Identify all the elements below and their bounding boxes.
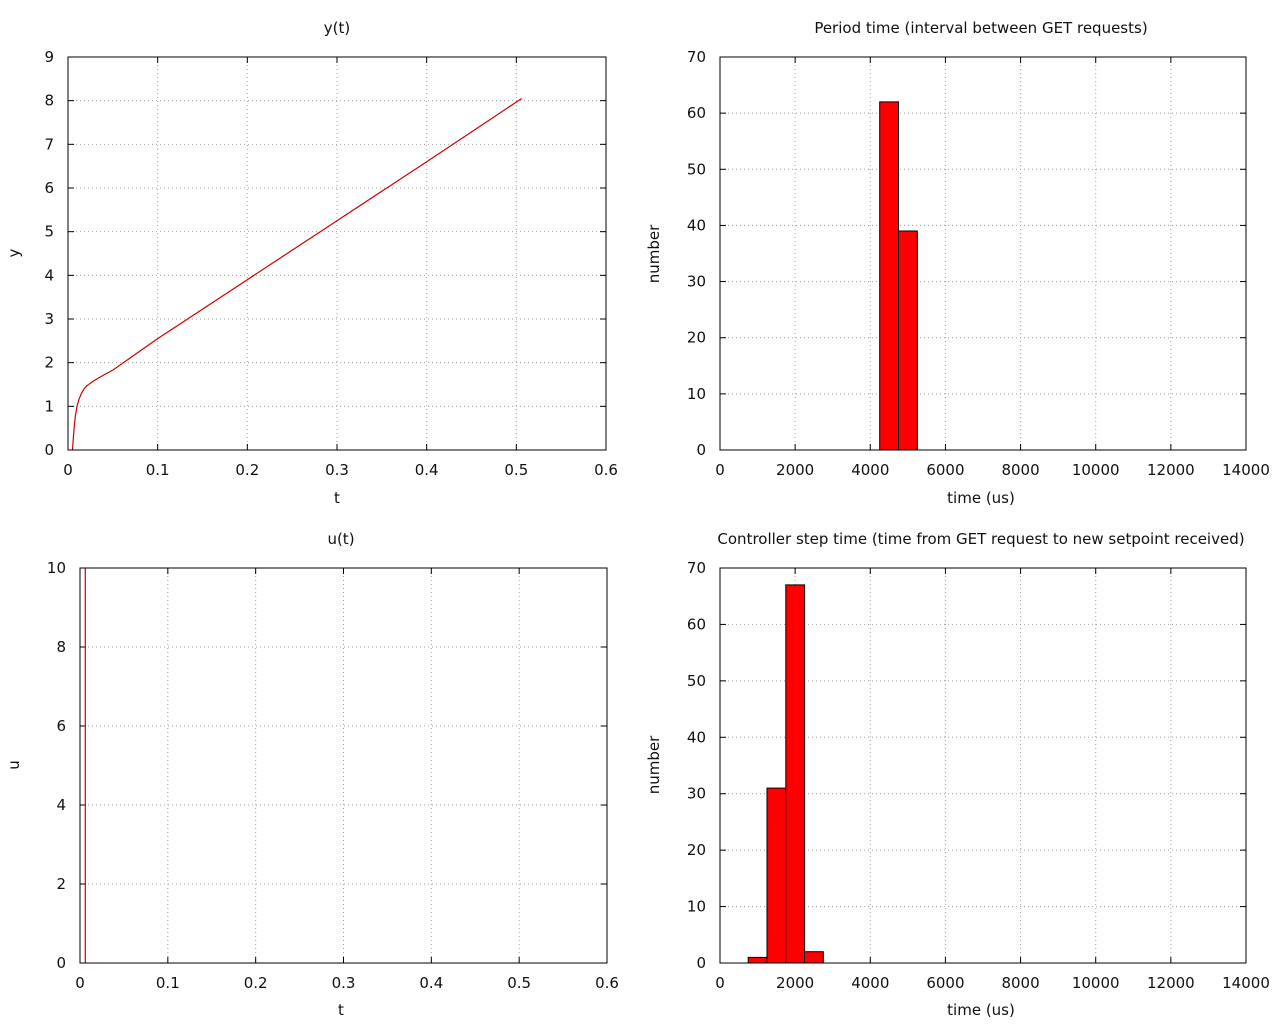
y-tick-label: 40 [687, 728, 706, 746]
y-tick-label: 0 [56, 954, 66, 972]
x-tick-label: 10000 [1072, 461, 1120, 479]
x-tick-label: 0.4 [419, 974, 443, 992]
x-axis-label: time (us) [947, 489, 1015, 507]
histogram-bar [785, 584, 806, 964]
y-tick-label: 3 [44, 310, 54, 328]
y-tick-label: 6 [56, 717, 66, 735]
y-tick-label: 10 [47, 559, 66, 577]
y-axis-label: number [645, 735, 663, 794]
x-tick-label: 0.6 [595, 974, 619, 992]
y-tick-label: 0 [44, 441, 54, 459]
x-tick-label: 4000 [851, 461, 889, 479]
y-tick-label: 40 [687, 216, 706, 234]
x-tick-label: 0.6 [594, 461, 618, 479]
x-tick-label: 0.1 [156, 974, 180, 992]
x-tick-label: 0 [75, 974, 85, 992]
chart-title: Period time (interval between GET reques… [814, 19, 1147, 37]
chart-title: Controller step time (time from GET requ… [717, 530, 1244, 548]
chart-period-histogram: Period time (interval between GET reques… [645, 19, 1270, 507]
plot-frame [719, 56, 1247, 451]
y-axis-label: u [5, 760, 23, 770]
x-tick-label: 0.3 [332, 974, 356, 992]
y-axis-label: number [645, 224, 663, 283]
y-tick-label: 7 [44, 135, 54, 153]
y-tick-label: 4 [56, 796, 66, 814]
x-tick-label: 14000 [1222, 461, 1270, 479]
x-tick-label: 8000 [1001, 974, 1039, 992]
y-tick-label: 60 [687, 615, 706, 633]
x-tick-label: 2000 [776, 974, 814, 992]
y-tick-label: 20 [687, 841, 706, 859]
y-tick-label: 2 [44, 354, 54, 372]
x-tick-label: 0.4 [415, 461, 439, 479]
x-tick-label: 10000 [1072, 974, 1120, 992]
x-tick-label: 0 [63, 461, 73, 479]
grid-lines [720, 57, 1246, 450]
histogram-bar [747, 956, 768, 964]
y-tick-label: 10 [687, 898, 706, 916]
x-tick-label: 0 [715, 461, 725, 479]
x-tick-label: 0.1 [146, 461, 170, 479]
x-tick-label: 2000 [776, 461, 814, 479]
x-tick-label: 0.3 [325, 461, 349, 479]
y-tick-label: 2 [56, 875, 66, 893]
x-tick-label: 8000 [1001, 461, 1039, 479]
x-axis-label: t [334, 489, 340, 507]
x-tick-label: 0.2 [244, 974, 268, 992]
plot-frame [67, 56, 607, 451]
y-tick-label: 30 [687, 785, 706, 803]
histogram-bar [898, 230, 918, 451]
plot-frame [719, 567, 1247, 964]
x-tick-label: 4000 [851, 974, 889, 992]
chart-title: y(t) [324, 19, 350, 37]
y-tick-label: 1 [44, 397, 54, 415]
x-tick-label: 12000 [1147, 461, 1195, 479]
y-tick-label: 20 [687, 329, 706, 347]
y-tick-label: 70 [687, 48, 706, 66]
chart-step-histogram: Controller step time (time from GET requ… [645, 530, 1270, 1019]
y-tick-label: 5 [44, 223, 54, 241]
y-tick-label: 50 [687, 672, 706, 690]
x-axis-label: t [338, 1001, 344, 1019]
y-tick-label: 6 [44, 179, 54, 197]
plot-frame [79, 567, 608, 964]
y-tick-label: 50 [687, 160, 706, 178]
y-tick-label: 70 [687, 559, 706, 577]
series-line [71, 98, 523, 451]
histogram-bar [804, 951, 824, 964]
y-tick-label: 8 [44, 92, 54, 110]
x-tick-label: 0 [715, 974, 725, 992]
histogram-bar [879, 101, 900, 451]
histogram-bar [766, 787, 787, 964]
chart-title: u(t) [327, 530, 354, 548]
x-tick-label: 0.2 [235, 461, 259, 479]
chart-u-of-t: u(t) t u 0 0.1 0.2 0.3 0.4 0.5 0.6 0 2 4 6 8 10 [5, 530, 619, 1019]
x-tick-label: 0.5 [507, 974, 531, 992]
y-tick-label: 8 [56, 638, 66, 656]
x-tick-label: 14000 [1222, 974, 1270, 992]
y-tick-label: 0 [696, 441, 706, 459]
x-tick-label: 0.5 [504, 461, 528, 479]
x-tick-label: 6000 [926, 461, 964, 479]
y-tick-label: 9 [44, 48, 54, 66]
x-tick-label: 12000 [1147, 974, 1195, 992]
y-tick-label: 10 [687, 385, 706, 403]
grid-lines [68, 57, 606, 450]
y-tick-label: 30 [687, 273, 706, 291]
y-axis-label: y [5, 248, 23, 257]
y-tick-label: 4 [44, 266, 54, 284]
chart-y-of-t: y(t) t y 0 0.1 0.2 0.3 0.4 0.5 0.6 0 1 2 3 4 5 6 7 8 9 [5, 19, 618, 507]
x-tick-label: 6000 [926, 974, 964, 992]
y-tick-label: 60 [687, 104, 706, 122]
y-tick-label: 0 [696, 954, 706, 972]
x-axis-label: time (us) [947, 1001, 1015, 1019]
